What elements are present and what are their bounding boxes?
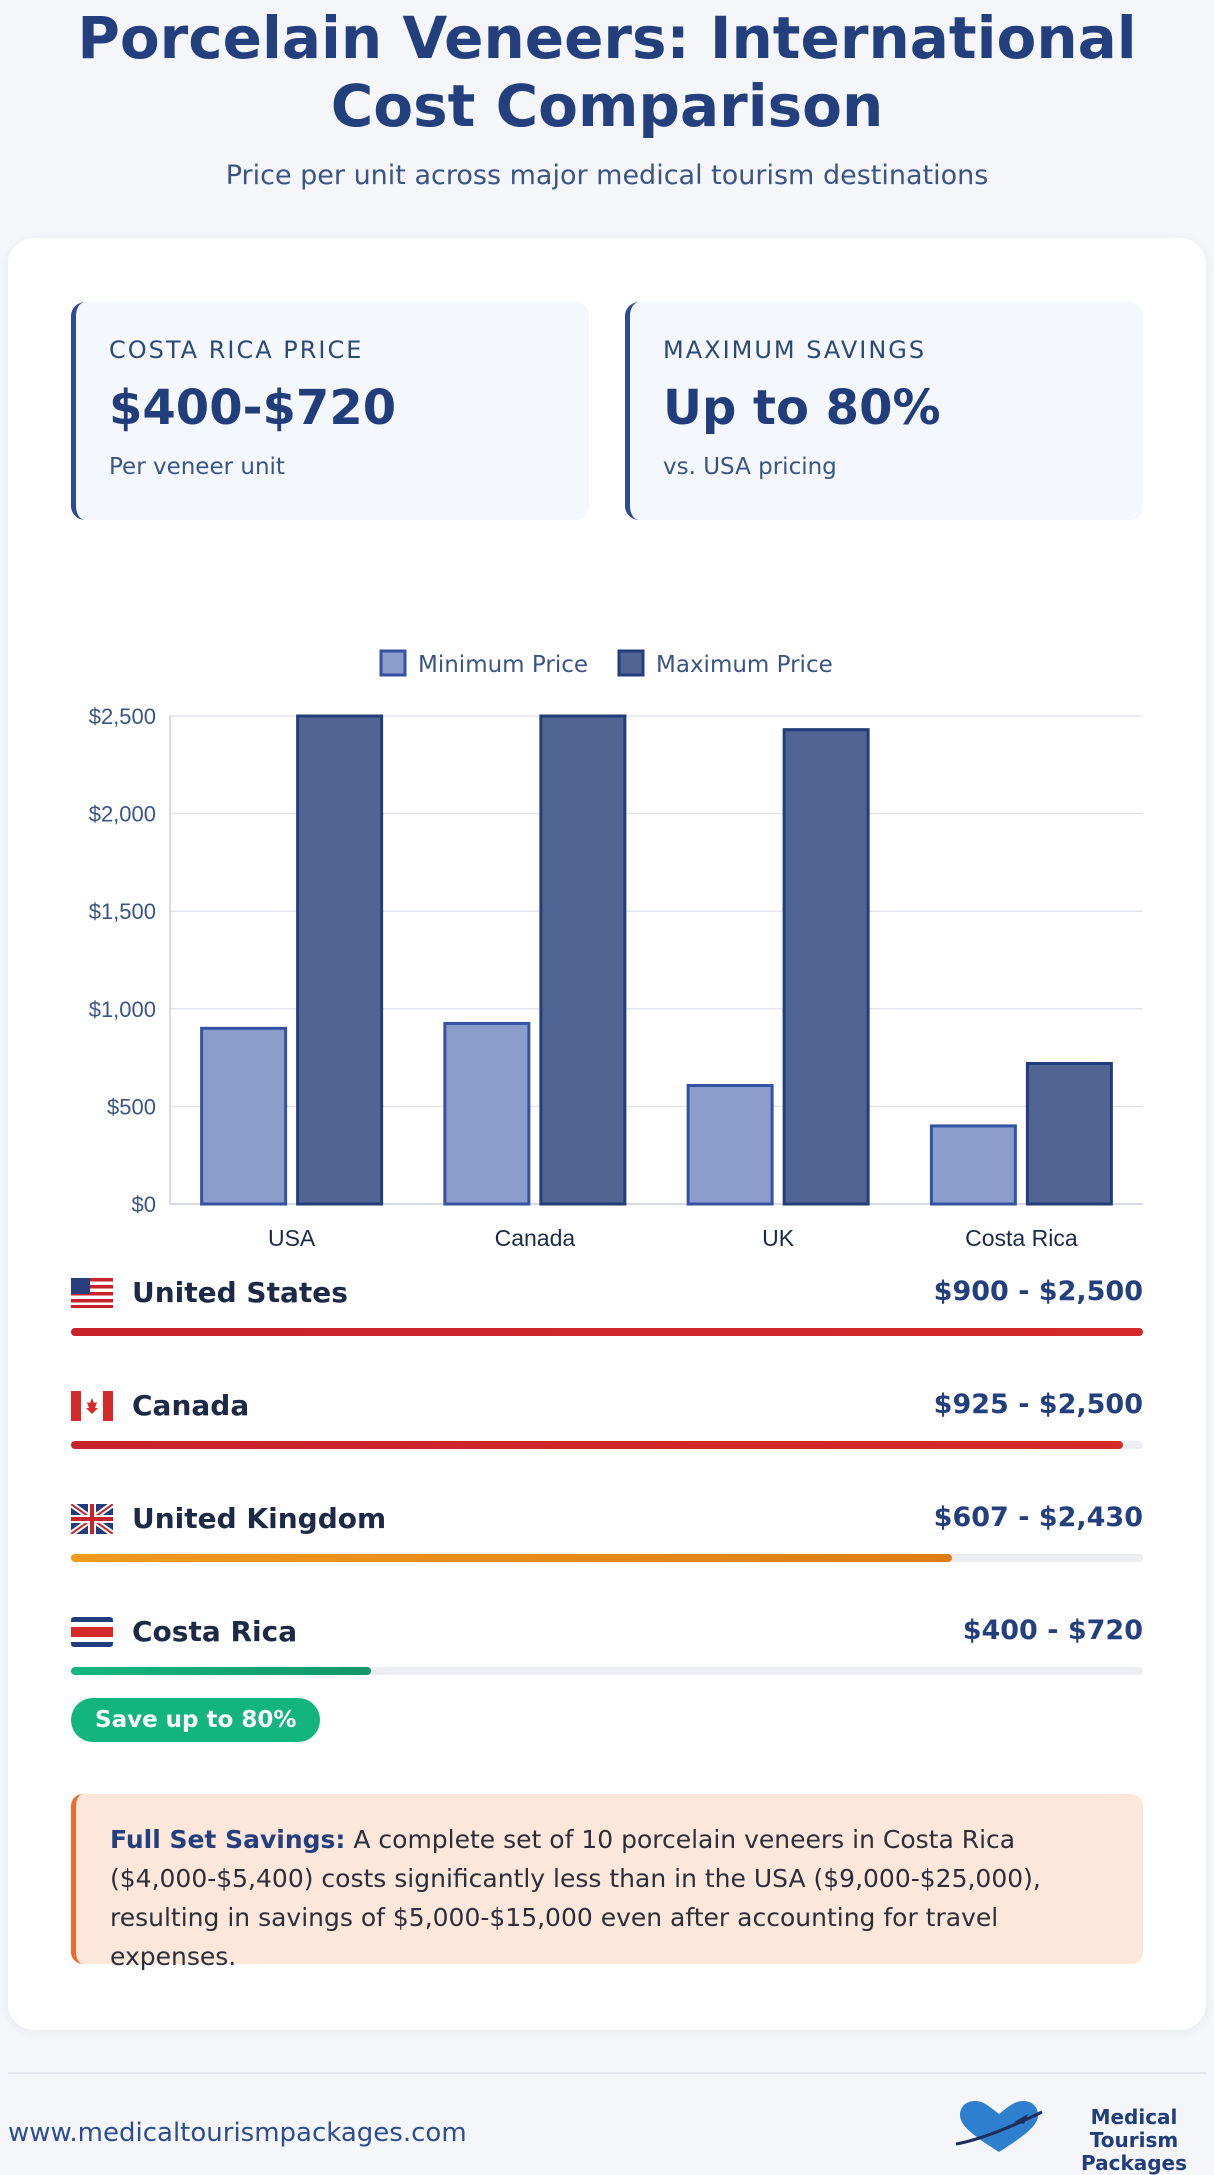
country-row-united-kingdom: United Kingdom $607 - $2,430 xyxy=(71,1502,1143,1584)
us-flag-icon xyxy=(71,1278,113,1308)
price-bar-fill xyxy=(71,1667,372,1675)
stat-card-costa-rica-price: COSTA RICA PRICE $400-$720 Per veneer un… xyxy=(71,302,589,520)
page-title: Porcelain Veneers: International Cost Co… xyxy=(77,4,1137,140)
savings-badge: Save up to 80% xyxy=(71,1698,321,1742)
footer-logo: Medical Tourism Packages xyxy=(954,2100,1210,2175)
legend-swatch xyxy=(617,649,645,677)
main-card: COSTA RICA PRICE $400-$720 Per veneer un… xyxy=(8,238,1206,2030)
uk-flag-icon xyxy=(71,1504,113,1534)
logo-line-1: Medical Tourism xyxy=(1089,2105,1179,2152)
heart-plane-logo-icon xyxy=(955,2101,1043,2152)
country-price: $400 - $720 xyxy=(962,1615,1143,1646)
stat-value: Up to 80% xyxy=(663,380,941,436)
country-name: Canada xyxy=(132,1389,250,1422)
max-price-bar xyxy=(782,728,870,1206)
max-price-bar xyxy=(296,714,384,1206)
stat-note: vs. USA pricing xyxy=(663,454,837,480)
country-price: $900 - $2,500 xyxy=(933,1276,1143,1307)
stat-label: COSTA RICA PRICE xyxy=(109,336,364,364)
price-bar-fill xyxy=(71,1328,1143,1336)
logo-text: Medical Tourism Packages xyxy=(1054,2106,1214,2175)
min-price-bar xyxy=(200,1026,288,1206)
costa-rica-flag-icon xyxy=(71,1617,113,1647)
canada-flag-icon xyxy=(71,1391,113,1421)
country-name: Costa Rica xyxy=(132,1615,298,1648)
y-tick-label: $1,000 xyxy=(89,997,156,1022)
x-tick-label: USA xyxy=(268,1225,316,1251)
country-name: United Kingdom xyxy=(132,1502,387,1535)
legend-swatch xyxy=(379,649,407,677)
note-heading: Full Set Savings: xyxy=(110,1825,346,1854)
y-tick-label: $500 xyxy=(107,1094,156,1119)
country-price: $607 - $2,430 xyxy=(933,1502,1143,1533)
stat-note: Per veneer unit xyxy=(109,454,285,480)
price-bar-track xyxy=(71,1554,1143,1562)
country-row-costa-rica: Costa Rica $400 - $720 xyxy=(71,1615,1143,1697)
page-subtitle: Price per unit across major medical tour… xyxy=(225,160,989,191)
price-bar-chart: $0 $500 $1,000 $1,500 $2,000 $2,500 USA Canada U… xyxy=(89,649,1143,1251)
note-text: A complete set of 10 porcelain veneers i… xyxy=(110,1825,1041,1971)
price-bar-track xyxy=(71,1328,1143,1336)
max-price-bar xyxy=(1025,1061,1113,1206)
x-tick-label: Costa Rica xyxy=(965,1225,1078,1251)
logo-line-2: Packages xyxy=(1080,2151,1188,2175)
header: Porcelain Veneers: International Cost Co… xyxy=(0,0,1214,191)
price-bar-fill xyxy=(71,1554,953,1562)
min-price-bar xyxy=(686,1084,774,1206)
country-name: United States xyxy=(132,1276,348,1309)
country-price: $925 - $2,500 xyxy=(933,1389,1143,1420)
min-price-bar xyxy=(929,1124,1017,1206)
y-tick-label: $1,500 xyxy=(89,899,156,924)
stat-card-maximum-savings: MAXIMUM SAVINGS Up to 80% vs. USA pricin… xyxy=(625,302,1143,520)
legend-label: Maximum Price xyxy=(656,652,833,678)
max-price-bar xyxy=(539,714,627,1206)
stat-label: MAXIMUM SAVINGS xyxy=(663,336,927,364)
country-row-canada: Canada $925 - $2,500 xyxy=(71,1389,1143,1471)
y-tick-label: $0 xyxy=(132,1192,156,1217)
y-tick-label: $2,000 xyxy=(89,802,156,827)
footer-divider xyxy=(8,2072,1206,2074)
x-tick-label: Canada xyxy=(495,1225,576,1251)
country-row-united-states: United States $900 - $2,500 xyxy=(71,1276,1143,1358)
legend-label: Minimum Price xyxy=(418,652,588,678)
price-bar-track xyxy=(71,1441,1143,1449)
stat-value: $400-$720 xyxy=(109,380,397,436)
y-tick-label: $2,500 xyxy=(89,704,156,729)
price-bar-track xyxy=(71,1667,1143,1675)
footer-website-link[interactable]: www.medicaltourismpackages.com xyxy=(8,2118,467,2148)
x-tick-label: UK xyxy=(762,1225,795,1251)
min-price-bar xyxy=(443,1021,531,1206)
price-bar-fill xyxy=(71,1441,1123,1449)
full-set-savings-note: Full Set Savings: A complete set of 10 p… xyxy=(71,1794,1143,1971)
